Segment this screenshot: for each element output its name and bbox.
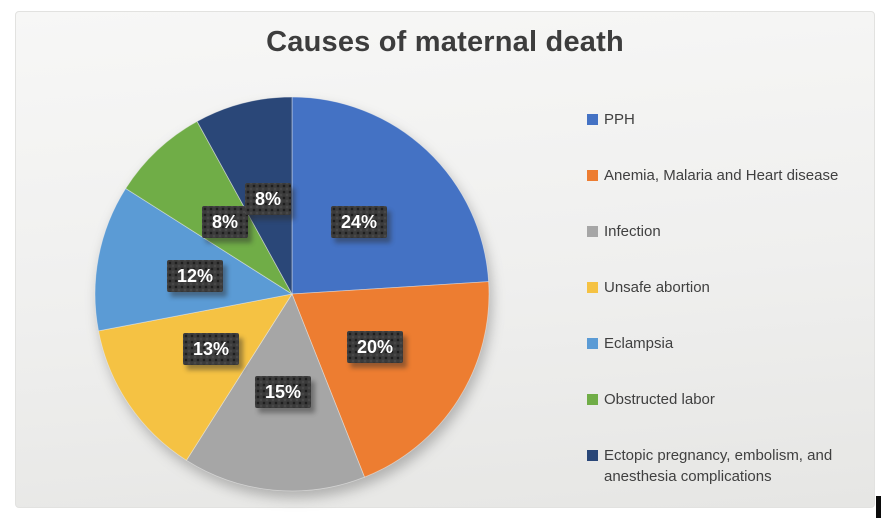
pie-data-label-2: 15% <box>255 376 311 408</box>
legend-label: PPH <box>604 111 635 128</box>
pie-slice-0 <box>291 96 490 295</box>
legend-label: Eclampsia <box>604 335 674 352</box>
pie-data-label-0: 24% <box>331 206 387 238</box>
legend-item-5: Obstructed labor <box>587 389 861 410</box>
legend-swatch-icon <box>587 114 598 125</box>
pie-chart: 24% 20% 15% 13% 12% 8% 8% <box>92 94 492 494</box>
legend-label: Anemia, Malaria and Heart disease <box>604 167 839 184</box>
edge-artifact-bar <box>876 496 881 518</box>
pie-slice-5 <box>125 120 293 295</box>
pie-data-label-5: 8% <box>202 206 248 238</box>
legend-label: Infection <box>604 223 661 240</box>
legend-item-3: Unsafe abortion <box>587 277 861 298</box>
chart-legend: PPH Anemia, Malaria and Heart disease Infe… <box>587 109 861 522</box>
legend-label: Ectopic pregnancy, embolism, and anesthe… <box>604 447 833 485</box>
pie-data-label-6: 8% <box>245 183 291 215</box>
legend-swatch-icon <box>587 394 598 405</box>
pie-data-label-1: 20% <box>347 331 403 363</box>
legend-label: Obstructed labor <box>604 391 715 408</box>
pie-data-label-3: 13% <box>183 333 239 365</box>
legend-item-4: Eclampsia <box>587 333 861 354</box>
legend-label: Unsafe abortion <box>604 279 710 296</box>
pie-slice-3 <box>98 293 293 461</box>
pie-slice-1 <box>291 281 490 478</box>
legend-swatch-icon <box>587 338 598 349</box>
legend-item-1: Anemia, Malaria and Heart disease <box>587 165 861 186</box>
pie-data-label-4: 12% <box>167 260 223 292</box>
legend-item-0: PPH <box>587 109 861 130</box>
legend-swatch-icon <box>587 226 598 237</box>
legend-item-6: Ectopic pregnancy, embolism, and anesthe… <box>587 445 861 487</box>
pie-svg <box>94 96 490 492</box>
pie-slice-6 <box>196 96 293 295</box>
slide-canvas: Causes of maternal death 24% 20% 15% 13% 12%… <box>15 11 875 508</box>
legend-swatch-icon <box>587 450 598 461</box>
legend-swatch-icon <box>587 282 598 293</box>
legend-swatch-icon <box>587 170 598 181</box>
pie-slice-4 <box>94 187 294 332</box>
legend-item-2: Infection <box>587 221 861 242</box>
chart-title: Causes of maternal death <box>266 26 624 58</box>
